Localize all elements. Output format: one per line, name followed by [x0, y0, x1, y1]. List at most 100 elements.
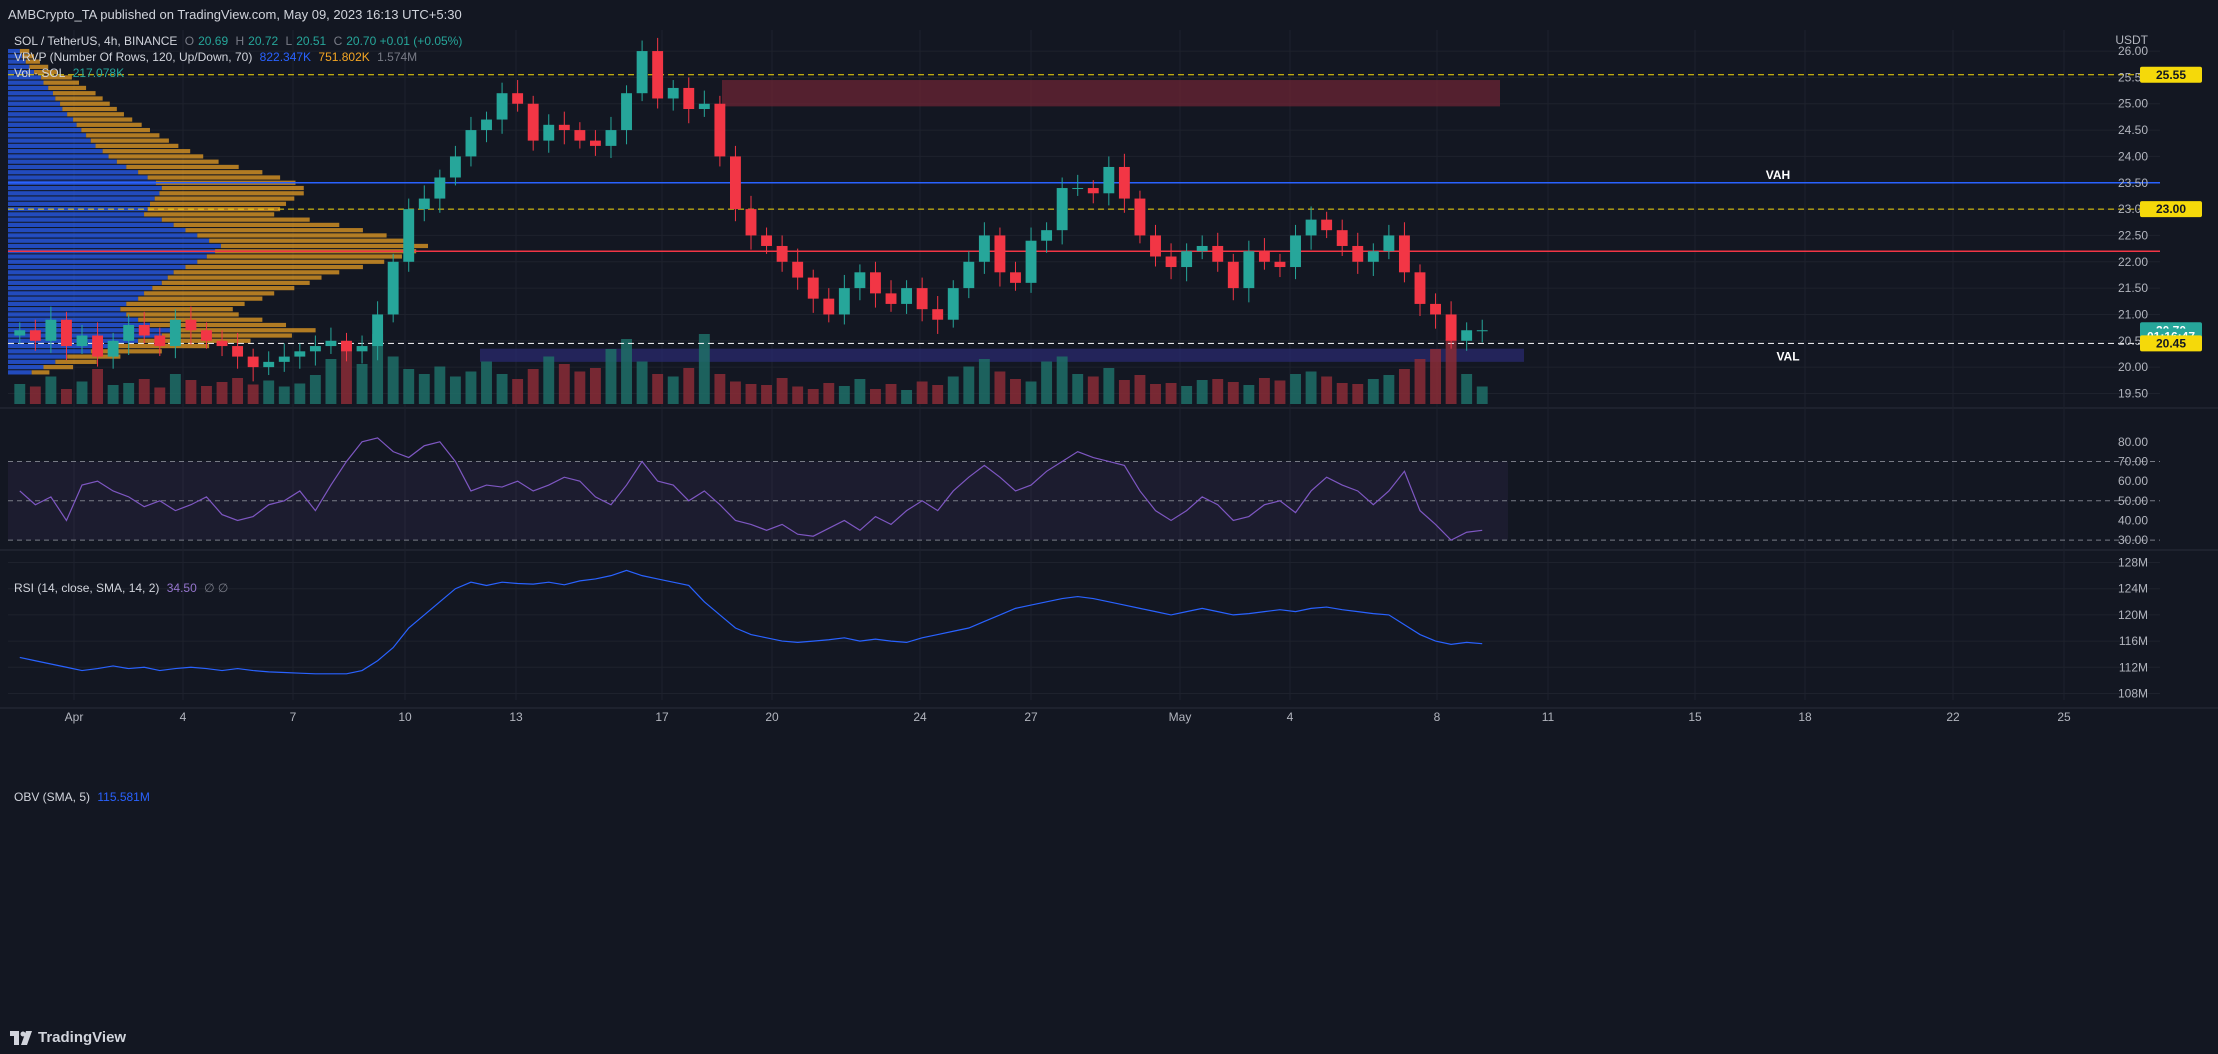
volume-bar — [667, 376, 679, 404]
candle-body — [14, 330, 26, 336]
candle-body — [1414, 272, 1426, 304]
candle-body — [1430, 303, 1441, 315]
volume-bar — [1165, 383, 1177, 404]
vp-down-bar — [159, 191, 304, 196]
vp-down-bar — [76, 122, 142, 127]
main-legend-row[interactable]: SOL / TetherUS, 4h, BINANCE O 20.69 H 20.7… — [14, 33, 466, 49]
candle-body — [1476, 330, 1488, 332]
candle-body — [372, 314, 384, 347]
vp-down-bar — [120, 307, 233, 312]
candle-body — [434, 177, 446, 199]
candle-body — [1398, 235, 1410, 273]
vp-up-bar — [8, 243, 221, 249]
candle-body — [92, 335, 104, 357]
volume-bar — [278, 386, 290, 404]
vp-down-bar — [197, 233, 387, 238]
candle-body — [387, 261, 399, 315]
candle-body — [1072, 188, 1084, 190]
vp-up-bar — [8, 159, 117, 164]
candle-body — [309, 346, 321, 352]
candle-body — [527, 103, 539, 141]
candle-body — [823, 298, 835, 315]
volume-legend-row[interactable]: Vol · SOL 217.078K — [14, 65, 128, 81]
high-value: 20.72 — [248, 34, 279, 48]
vp-up-bar — [8, 317, 139, 322]
vp-up-bar — [8, 212, 145, 217]
volume-bar — [496, 374, 508, 404]
volume-bar — [947, 376, 959, 404]
vp-down-bar — [25, 59, 40, 64]
volume-bar — [76, 381, 88, 404]
volume-bar — [1056, 356, 1068, 404]
candle-body — [947, 288, 959, 320]
rsi-legend-row[interactable]: RSI (14, close, SMA, 14, 2) 34.50 ∅ ∅ — [14, 580, 232, 596]
x-tick-label: 25 — [2057, 710, 2071, 724]
volume-bar — [792, 386, 804, 404]
volume-bar — [1227, 382, 1239, 404]
volume-bar — [1336, 383, 1348, 404]
vp-down-bar — [29, 64, 49, 69]
volume-bar — [372, 334, 384, 404]
vp-up-bar — [8, 175, 148, 180]
tradingview-logo[interactable]: TradingView — [10, 1029, 126, 1046]
vrvp-down-value: 751.802K — [318, 50, 370, 64]
candle-body — [776, 245, 788, 262]
volume-bar — [838, 386, 850, 404]
candle-body — [1056, 188, 1068, 231]
y-tick-label: 20.00 — [2118, 360, 2148, 374]
volume-bar — [247, 384, 259, 404]
candle-body — [963, 261, 975, 289]
tradingview-brand: TradingView — [38, 1029, 127, 1046]
publisher-banner: AMBCrypto_TA published on TradingView.co… — [8, 7, 462, 22]
close-label: C — [333, 34, 343, 48]
volume-bar — [761, 385, 773, 404]
volume-bar — [154, 387, 166, 404]
candle-body — [138, 324, 150, 336]
candle-body — [1212, 245, 1224, 262]
vrvp-label[interactable]: VRVP (Number Of Rows, 120, Up/Down, 70) — [14, 50, 253, 64]
candle-body — [107, 340, 119, 357]
candle-body — [698, 103, 710, 110]
candle-body — [1243, 251, 1255, 289]
volume-value: 217.078K — [72, 66, 125, 80]
candle-body — [1165, 256, 1177, 268]
vp-up-bar — [8, 91, 53, 96]
open-value: 20.69 — [198, 34, 229, 48]
vp-up-bar — [8, 238, 210, 243]
vp-down-bar — [161, 185, 304, 191]
candle-body — [636, 51, 648, 94]
volume-bar — [123, 383, 135, 404]
x-tick-label: 8 — [1434, 710, 1441, 724]
price-label-bg — [2140, 66, 2202, 83]
volume-bar — [1476, 386, 1488, 404]
volume-bar — [1134, 375, 1146, 404]
vp-up-bar — [8, 222, 174, 228]
vp-up-bar — [8, 133, 87, 138]
rsi-label[interactable]: RSI (14, close, SMA, 14, 2) — [14, 581, 160, 595]
vp-down-bar — [161, 217, 310, 222]
vp-up-bar — [8, 217, 162, 222]
volume-bar — [1243, 385, 1255, 404]
vp-down-bar — [144, 212, 275, 217]
vp-up-bar — [8, 286, 153, 291]
candle-body — [854, 272, 866, 289]
volume-bar — [574, 371, 586, 404]
obv-legend-row[interactable]: OBV (SMA, 5) 115.581M — [14, 789, 154, 805]
obv-label[interactable]: OBV (SMA, 5) — [14, 790, 91, 804]
vp-up-bar — [8, 170, 139, 175]
candle-body — [901, 288, 913, 304]
y-tick-label: 21.00 — [2118, 307, 2148, 321]
vp-down-bar — [55, 359, 97, 364]
volume-bar — [994, 371, 1006, 404]
candle-body — [465, 130, 477, 157]
volume-bar — [823, 383, 835, 404]
vp-up-bar — [8, 96, 56, 101]
vrvp-legend-row[interactable]: VRVP (Number Of Rows, 120, Up/Down, 70) … — [14, 49, 421, 65]
candle-body — [932, 309, 944, 320]
candle-body — [154, 335, 166, 347]
symbol-title[interactable]: SOL / TetherUS, 4h, BINANCE — [14, 34, 178, 48]
vp-up-bar — [8, 80, 44, 85]
volume-label[interactable]: Vol · SOL — [14, 66, 66, 80]
